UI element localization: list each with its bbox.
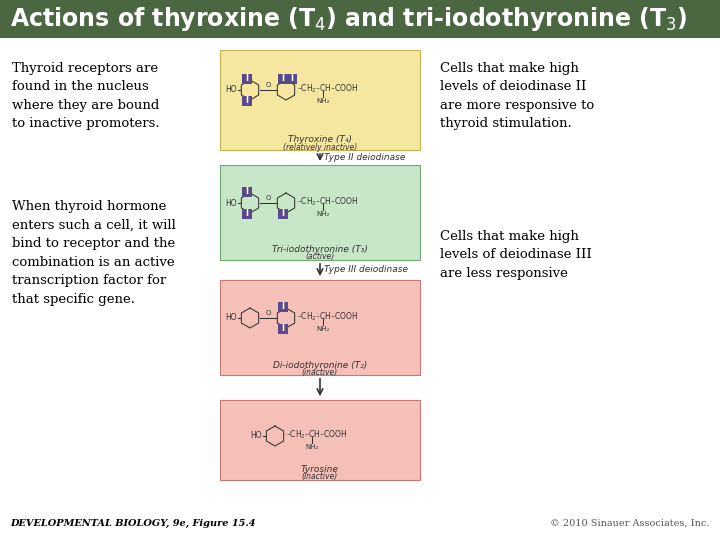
FancyBboxPatch shape bbox=[241, 208, 251, 219]
Text: HO: HO bbox=[225, 85, 237, 94]
Text: O: O bbox=[265, 310, 271, 316]
Text: I: I bbox=[245, 209, 248, 218]
Text: –CH$_2$–CH–COOH: –CH$_2$–CH–COOH bbox=[297, 83, 359, 95]
Text: O: O bbox=[265, 82, 271, 88]
Text: HO: HO bbox=[225, 199, 237, 207]
Text: I: I bbox=[245, 96, 248, 105]
Bar bbox=[0, 0, 720, 38]
Text: –CH$_2$–CH–COOH: –CH$_2$–CH–COOH bbox=[297, 310, 359, 323]
Text: O: O bbox=[265, 195, 271, 201]
Text: Type II deiodinase: Type II deiodinase bbox=[324, 153, 405, 162]
Text: I: I bbox=[281, 209, 284, 218]
Text: Tyrosine: Tyrosine bbox=[301, 465, 339, 475]
Text: DEVELOPMENTAL BIOLOGY, 9e, Figure 15.4: DEVELOPMENTAL BIOLOGY, 9e, Figure 15.4 bbox=[10, 519, 256, 528]
Text: NH₂: NH₂ bbox=[316, 326, 330, 332]
Text: Tri-iodothyronine (T₃): Tri-iodothyronine (T₃) bbox=[272, 246, 368, 254]
FancyBboxPatch shape bbox=[287, 73, 297, 84]
FancyBboxPatch shape bbox=[277, 323, 287, 334]
Text: When thyroid hormone
enters such a cell, it will
bind to receptor and the
combin: When thyroid hormone enters such a cell,… bbox=[12, 200, 176, 306]
Bar bbox=[220, 165, 420, 260]
FancyBboxPatch shape bbox=[277, 208, 287, 219]
Text: Cells that make high
levels of deiodinase II
are more responsive to
thyroid stim: Cells that make high levels of deiodinas… bbox=[440, 62, 594, 131]
Text: –CH$_2$–CH–COOH: –CH$_2$–CH–COOH bbox=[286, 429, 348, 441]
Text: I: I bbox=[245, 187, 248, 196]
Text: Cells that make high
levels of deiodinase III
are less responsive: Cells that make high levels of deiodinas… bbox=[440, 230, 592, 280]
Bar bbox=[220, 400, 420, 480]
FancyBboxPatch shape bbox=[277, 301, 287, 312]
FancyBboxPatch shape bbox=[241, 96, 251, 105]
Text: I: I bbox=[245, 74, 248, 83]
Text: (inactive): (inactive) bbox=[302, 472, 338, 482]
Text: I: I bbox=[290, 74, 293, 83]
FancyBboxPatch shape bbox=[277, 73, 287, 84]
Text: NH₂: NH₂ bbox=[316, 211, 330, 217]
Text: (active): (active) bbox=[305, 253, 335, 261]
Text: (inactive): (inactive) bbox=[302, 368, 338, 376]
Text: NH₂: NH₂ bbox=[316, 98, 330, 104]
Text: (relatively inactive): (relatively inactive) bbox=[283, 143, 357, 152]
Text: Actions of thyroxine (T$_4$) and tri-iodothyronine (T$_3$): Actions of thyroxine (T$_4$) and tri-iod… bbox=[10, 5, 688, 33]
FancyBboxPatch shape bbox=[241, 186, 251, 197]
Text: Di-iodothyronine (T₂): Di-iodothyronine (T₂) bbox=[273, 361, 367, 369]
Text: Type III deiodinase: Type III deiodinase bbox=[324, 266, 408, 274]
Text: –CH$_2$–CH–COOH: –CH$_2$–CH–COOH bbox=[297, 195, 359, 208]
Text: NH₂: NH₂ bbox=[305, 444, 319, 450]
Text: I: I bbox=[281, 324, 284, 333]
Text: HO: HO bbox=[225, 314, 237, 322]
Text: © 2010 Sinauer Associates, Inc.: © 2010 Sinauer Associates, Inc. bbox=[551, 519, 710, 528]
Text: HO: HO bbox=[251, 431, 262, 441]
Text: Thyroxine (T₄): Thyroxine (T₄) bbox=[288, 136, 352, 145]
Text: I: I bbox=[281, 302, 284, 311]
Bar bbox=[220, 280, 420, 375]
Text: Thyroid receptors are
found in the nucleus
where they are bound
to inactive prom: Thyroid receptors are found in the nucle… bbox=[12, 62, 160, 131]
FancyBboxPatch shape bbox=[241, 73, 251, 84]
Text: I: I bbox=[281, 74, 284, 83]
Bar bbox=[220, 50, 420, 150]
